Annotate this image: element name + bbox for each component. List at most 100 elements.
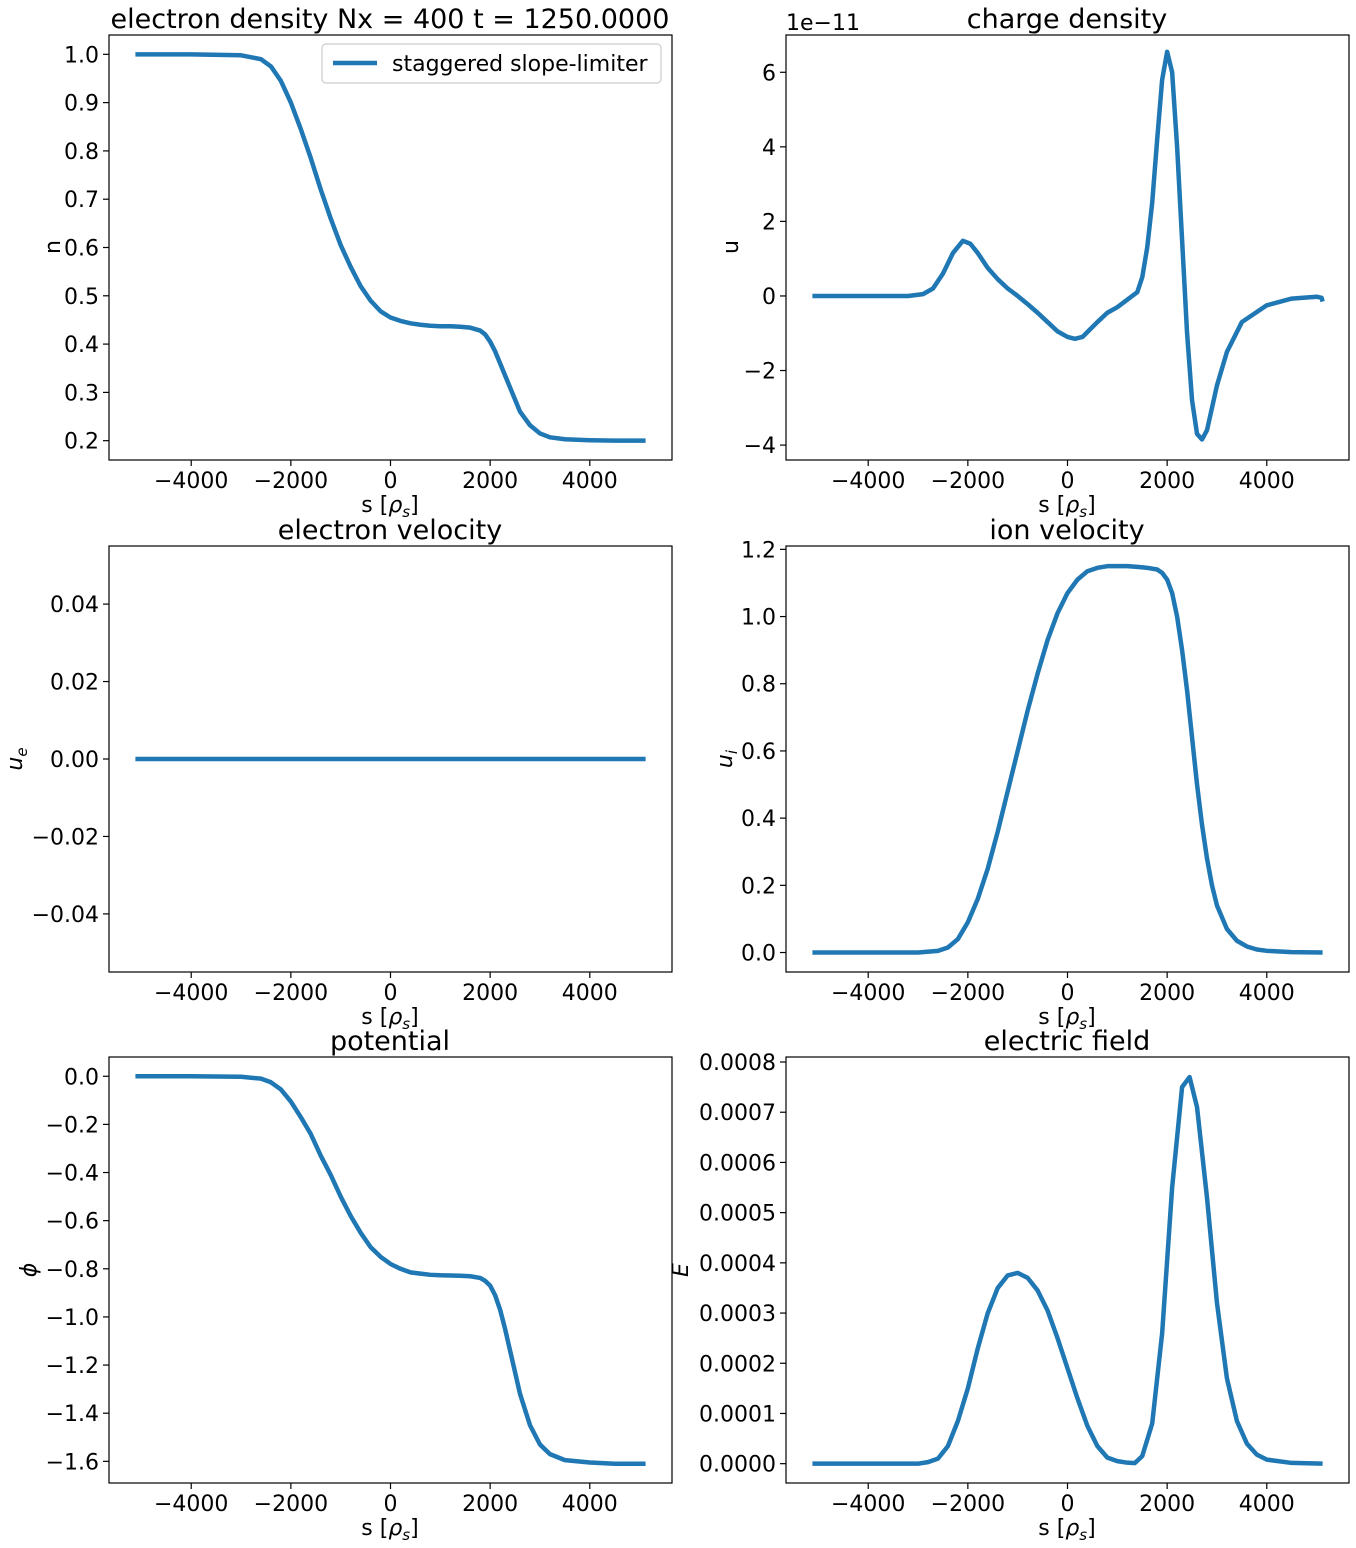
x-tick-label: −4000 [154, 981, 228, 1006]
x-axis-label: s [ρs] [361, 1516, 418, 1544]
y-tick-label: 0.6 [741, 740, 776, 765]
y-tick-label: 0.04 [50, 593, 99, 618]
x-tick-label: 0 [1061, 981, 1075, 1006]
x-tick-label: −4000 [154, 469, 228, 494]
y-tick-label: −0.04 [32, 903, 99, 928]
panel-title: electron density Nx = 400 t = 1250.0000 [111, 4, 670, 35]
x-tick-label: −4000 [831, 981, 905, 1006]
plot-area: −4000 −2000 0 2000 4000 0.0 −0.2 −0.4 −0.6 −0.8 −1… [46, 1056, 673, 1517]
x-axis-label: s [ρs] [1038, 493, 1095, 521]
series-line-0 [812, 49, 1325, 442]
y-axis-label: u [719, 240, 744, 254]
y-tick-label: −1.6 [46, 1450, 99, 1475]
plot-area: −4000 −2000 0 2000 4000 −0.04 −0.02 0.00 0.02 0.0… [32, 545, 673, 1006]
y-tick-label: −0.2 [46, 1113, 99, 1138]
panel-electron-velocity: electron velocity −4000 −2000 0 2000 4000 −0.… [3, 515, 673, 1033]
y-tick-label: 0.4 [64, 333, 99, 358]
y-tick-label: −0.8 [46, 1258, 99, 1283]
y-tick-label: 0.6 [64, 237, 99, 262]
y-tick-label: 0.3 [64, 381, 99, 406]
y-tick-label: −1.2 [46, 1354, 99, 1379]
plot-area: −4000 −2000 0 2000 4000 0.2 0.3 0.4 0.5 0.6 0.7 0.8… [64, 34, 673, 494]
y-tick-label: 1.0 [64, 43, 99, 68]
x-tick-label: 4000 [1239, 1492, 1295, 1517]
y-tick-label: −0.02 [32, 825, 99, 850]
series-line-0 [812, 1074, 1323, 1466]
series-line-0 [135, 1074, 646, 1466]
panel-title: electron velocity [278, 515, 502, 546]
x-tick-label: 0 [384, 469, 398, 494]
panel-title: electric field [984, 1026, 1150, 1057]
x-tick-label: 2000 [1139, 981, 1195, 1006]
y-tick-label: 0.00 [50, 748, 99, 773]
legend: staggered slope-limiter [321, 43, 662, 84]
y-tick-label: 0.0002 [699, 1352, 776, 1377]
x-tick-label: 2000 [462, 1492, 518, 1517]
x-tick-label: −4000 [831, 1492, 905, 1517]
y-tick-label: 0.02 [50, 671, 99, 696]
x-tick-label: 2000 [462, 469, 518, 494]
y-axis-label: n [41, 240, 66, 254]
panel-title: charge density [967, 4, 1167, 35]
y-axis-label: ϕ [17, 1263, 42, 1278]
y-tick-label: 0.0 [64, 1065, 99, 1090]
y-offset-label: 1e−11 [786, 11, 860, 36]
panel-ion-velocity: ion velocity −4000 −2000 0 2000 4000 0.0 0.2 0.… [713, 515, 1350, 1033]
x-tick-label: 4000 [1239, 469, 1295, 494]
x-tick-label: 4000 [562, 1492, 618, 1517]
x-tick-label: 0 [1061, 469, 1075, 494]
y-tick-label: 1.0 [741, 606, 776, 631]
panel-electric-field: electric field −4000 −2000 0 2000 4000 0.0000… [669, 1026, 1350, 1544]
x-tick-label: −2000 [931, 469, 1005, 494]
y-tick-label: 4 [762, 136, 776, 161]
y-tick-label: 0.9 [64, 92, 99, 117]
y-tick-label: 0.2 [741, 874, 776, 899]
plot-area: −4000 −2000 0 2000 4000 −4 −2 0 2 4 6 [744, 34, 1350, 494]
y-tick-label: −0.4 [46, 1162, 99, 1187]
x-tick-label: 2000 [1139, 469, 1195, 494]
y-tick-label: 0.0003 [699, 1302, 776, 1327]
plot-area: −4000 −2000 0 2000 4000 0.0000 0.0001 0.0002 0.0… [699, 1051, 1350, 1517]
y-tick-label: 0.0005 [699, 1202, 776, 1227]
x-tick-label: 4000 [562, 469, 618, 494]
legend-label: staggered slope-limiter [392, 52, 648, 77]
y-tick-label: 0.8 [64, 140, 99, 165]
x-tick-label: 2000 [1139, 1492, 1195, 1517]
y-tick-label: 0.8 [741, 673, 776, 698]
y-tick-label: −2 [744, 360, 776, 385]
x-tick-label: −4000 [154, 1492, 228, 1517]
x-tick-label: 4000 [562, 981, 618, 1006]
x-tick-label: −2000 [931, 1492, 1005, 1517]
series-line-0 [812, 563, 1323, 955]
y-tick-label: 0.0 [741, 942, 776, 967]
x-tick-label: 2000 [462, 981, 518, 1006]
y-tick-label: −0.6 [46, 1210, 99, 1235]
x-axis-label: s [ρs] [1038, 1516, 1095, 1544]
x-tick-label: −4000 [831, 469, 905, 494]
x-tick-label: 0 [384, 981, 398, 1006]
x-tick-label: 4000 [1239, 981, 1295, 1006]
y-tick-label: 0.0007 [699, 1101, 776, 1126]
y-tick-label: 0.0008 [699, 1051, 776, 1076]
y-tick-label: 0.2 [64, 430, 99, 455]
y-tick-label: 0.0006 [699, 1151, 776, 1176]
legend-box [321, 43, 662, 84]
panel-title: potential [330, 1026, 450, 1057]
panel-title: ion velocity [989, 515, 1144, 546]
y-tick-label: 0 [762, 285, 776, 310]
y-tick-label: 0.0000 [699, 1453, 776, 1478]
y-tick-label: −4 [744, 434, 776, 459]
panel-potential: potential −4000 −2000 0 2000 4000 0.0 −0.2 −0.4… [17, 1026, 673, 1544]
y-tick-label: 0.4 [741, 807, 776, 832]
y-tick-label: 6 [762, 61, 776, 86]
x-tick-label: −2000 [254, 469, 328, 494]
x-tick-label: −2000 [254, 1492, 328, 1517]
series-line-0 [135, 52, 646, 443]
x-tick-label: 0 [1061, 1492, 1075, 1517]
plot-area: −4000 −2000 0 2000 4000 0.0 0.2 0.4 0.6 0.8 1.0 1.2 [741, 538, 1350, 1006]
y-tick-label: −1.4 [46, 1402, 99, 1427]
x-tick-label: −2000 [254, 981, 328, 1006]
y-tick-label: 1.2 [741, 538, 776, 563]
